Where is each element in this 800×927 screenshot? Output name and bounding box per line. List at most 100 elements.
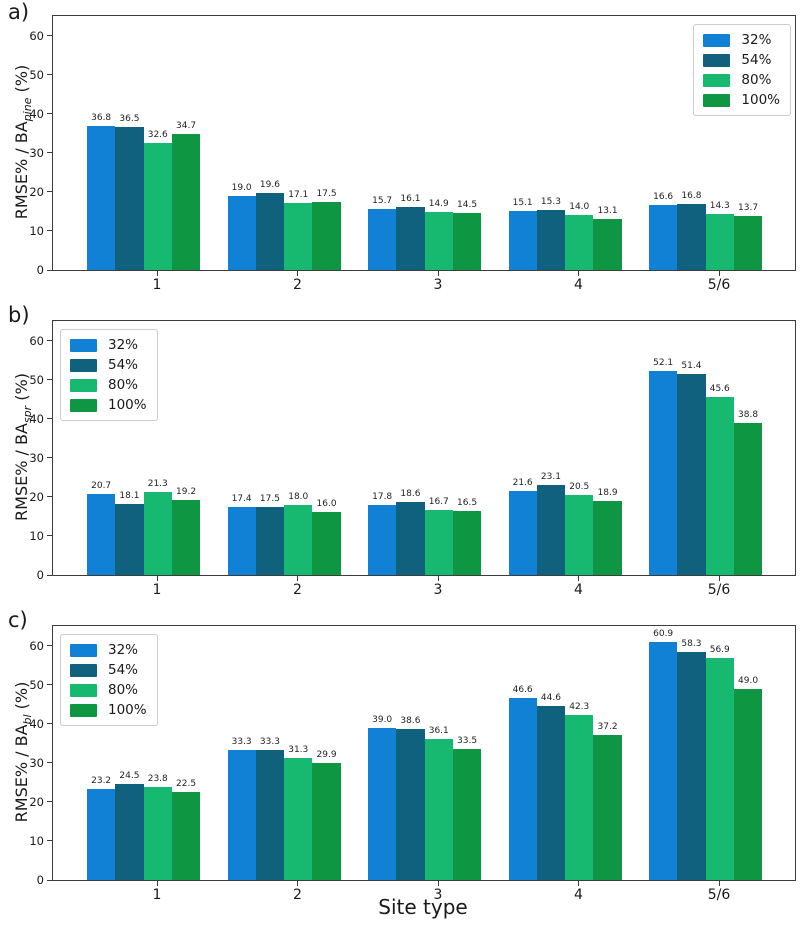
bar-value-label: 18.1 (119, 491, 140, 502)
bar (396, 207, 425, 270)
bar-value-label: 17.5 (316, 188, 337, 199)
y-tick-label: 10 (29, 528, 44, 543)
y-tick-label: 60 (29, 638, 44, 653)
y-tick-label: 0 (36, 873, 44, 887)
y-tick-mark (47, 230, 52, 232)
bar-value-label: 58.3 (681, 639, 702, 650)
y-tick-mark (47, 723, 52, 725)
bar (368, 727, 397, 880)
bar-value-label: 16.6 (653, 192, 674, 203)
bar (227, 195, 256, 270)
x-tick-label: 1 (152, 277, 162, 293)
bar (593, 501, 622, 575)
bar (705, 214, 734, 270)
x-tick-label: 3 (433, 582, 443, 598)
bar (396, 502, 425, 575)
bar (115, 504, 144, 575)
x-tick-label: 4 (574, 582, 583, 598)
bar (255, 193, 285, 270)
legend-swatch (70, 703, 97, 717)
x-tick-mark (578, 576, 579, 581)
y-tick-label: 20 (29, 184, 44, 199)
x-tick-label: 1 (152, 887, 162, 903)
y-tick-label: 0 (36, 568, 44, 582)
y-tick-label: 10 (29, 833, 44, 848)
bar-value-label: 36.1 (428, 725, 449, 736)
legend-swatch (703, 53, 731, 67)
legend-swatch (70, 683, 97, 697)
x-tick-mark (718, 576, 720, 581)
bar (87, 494, 116, 575)
bar-value-label: 19.6 (259, 180, 280, 191)
bar (565, 215, 594, 270)
x-tick-mark (718, 271, 720, 276)
bar (115, 127, 144, 270)
x-tick-mark (297, 576, 298, 581)
bar-value-label: 29.9 (316, 750, 337, 761)
bar (171, 792, 201, 880)
bar (452, 749, 482, 880)
y-tick-label: 30 (29, 450, 44, 465)
legend-item: 32% (70, 337, 147, 353)
x-tick-label: 4 (574, 887, 583, 903)
bar-value-label: 42.3 (569, 701, 590, 712)
bar-value-label: 46.6 (512, 684, 533, 695)
legend-item: 80% (70, 377, 147, 393)
bar-value-label: 23.8 (147, 774, 168, 784)
y-tick-mark (47, 35, 52, 37)
legend: 32% 54% 80% 100% (693, 24, 791, 116)
legend-item: 32% (703, 32, 780, 48)
y-tick-label: 0 (36, 263, 44, 277)
bar (368, 208, 397, 270)
y-tick-mark (47, 457, 52, 459)
bar-value-label: 16.8 (681, 191, 702, 202)
bar-value-label: 60.9 (653, 629, 674, 640)
legend-item: 54% (70, 357, 147, 373)
x-tick-mark (578, 881, 579, 886)
x-tick-mark (156, 271, 158, 276)
bar (649, 371, 678, 575)
bar (508, 490, 537, 575)
bar (677, 652, 706, 880)
bar (312, 512, 341, 575)
bar (87, 789, 116, 880)
bar-value-label: 31.3 (288, 744, 309, 755)
x-tick-label: 2 (293, 582, 302, 598)
legend-swatch (70, 398, 97, 412)
y-tick-label: 50 (29, 372, 44, 387)
bar-value-label: 20.7 (91, 481, 112, 492)
y-tick-label: 50 (29, 67, 44, 82)
y-tick-mark (47, 340, 52, 342)
bar-value-label: 20.5 (569, 481, 590, 492)
bar-value-label: 14.5 (457, 200, 478, 211)
bar-value-label: 17.5 (259, 493, 280, 504)
bar (452, 213, 482, 270)
bar (733, 423, 763, 575)
bar (536, 210, 566, 270)
bar-value-label: 16.0 (316, 499, 337, 510)
bar (227, 507, 256, 575)
x-tick-mark (718, 881, 720, 886)
bar-value-label: 56.9 (709, 644, 730, 655)
x-tick-label: 1 (152, 582, 162, 598)
legend-item: 100% (70, 397, 147, 413)
bar-value-label: 33.5 (457, 736, 478, 747)
bar (424, 738, 453, 880)
bar-value-label: 32.6 (147, 129, 168, 140)
legend-swatch (70, 358, 97, 372)
legend-item: 100% (70, 702, 147, 718)
legend-label: 100% (741, 92, 780, 108)
y-tick-mark (47, 496, 52, 498)
y-tick-label: 50 (29, 677, 44, 692)
y-tick-label: 40 (29, 106, 44, 121)
y-tick-mark (47, 269, 52, 271)
bar (368, 505, 397, 575)
legend-item: 100% (703, 92, 780, 108)
plot-area-b: 0 10 20 30 40 50 60 1 20.7 18.1 21.3 19.2 2 17.4 17.5 1… (29, 320, 796, 598)
bar (593, 734, 622, 880)
bar (593, 218, 622, 270)
bar-value-label: 18.6 (400, 489, 421, 500)
y-tick-label: 40 (29, 716, 44, 731)
bar-value-label: 15.7 (372, 195, 393, 206)
y-tick-label: 10 (29, 223, 44, 238)
